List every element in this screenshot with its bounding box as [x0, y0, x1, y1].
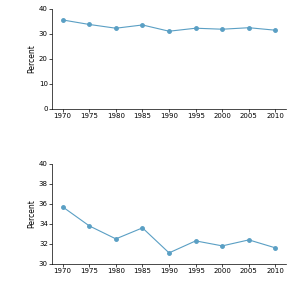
Y-axis label: Percent: Percent	[27, 44, 36, 73]
Y-axis label: Percent: Percent	[27, 200, 36, 228]
